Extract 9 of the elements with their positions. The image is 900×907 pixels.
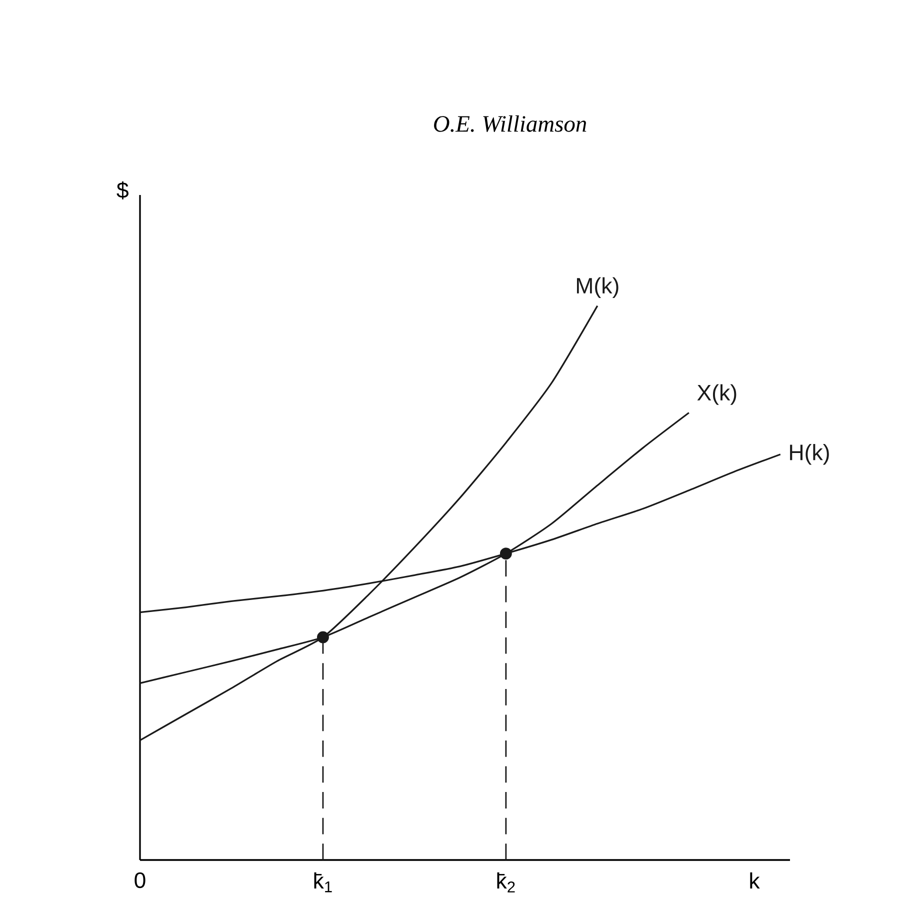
x-tick-label: k̄$_{2}$ xyxy=(497,872,515,892)
x-tick-label: 0 xyxy=(134,872,146,888)
x-tick-label: k̄$_{1}$ xyxy=(314,872,332,892)
chart-title: O.E. Williamson xyxy=(434,115,586,132)
series-label: X(k) xyxy=(697,384,736,405)
series-label: M(k) xyxy=(576,277,618,298)
x-axis-title: k xyxy=(750,872,760,888)
series-label: H(k) xyxy=(790,444,829,465)
y-axis-title: $ xyxy=(116,181,128,200)
